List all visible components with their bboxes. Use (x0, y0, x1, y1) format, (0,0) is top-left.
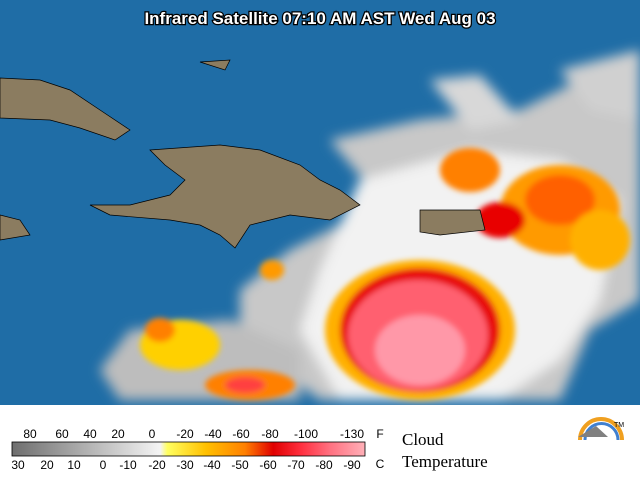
celsius-label: -30 (176, 458, 194, 472)
unit-f: F (376, 427, 383, 441)
celsius-label: -20 (148, 458, 166, 472)
legend: F C Cloud Temperature TM (0, 405, 640, 480)
celsius-label: -50 (231, 458, 249, 472)
celsius-label: 20 (40, 458, 54, 472)
unit-c: C (376, 457, 385, 471)
celsius-label: -80 (315, 458, 333, 472)
fahrenheit-label: -60 (232, 427, 250, 441)
color-bar (11, 441, 366, 457)
title: Infrared Satellite 07:10 AM AST Wed Aug … (144, 9, 495, 28)
celsius-label: -70 (287, 458, 305, 472)
fahrenheit-label: -100 (294, 427, 318, 441)
celsius-label: -40 (203, 458, 221, 472)
fahrenheit-label: 20 (111, 427, 125, 441)
land (0, 59, 486, 249)
celsius-label: -90 (343, 458, 361, 472)
celsius-label: -60 (259, 458, 277, 472)
fahrenheit-label: -130 (340, 427, 364, 441)
caption: Temperature (402, 452, 488, 471)
fahrenheit-label: 0 (149, 427, 156, 441)
logo-mark: TM (614, 422, 624, 429)
fahrenheit-label: -80 (261, 427, 279, 441)
fahrenheit-label: -40 (204, 427, 222, 441)
caption: Cloud (402, 430, 444, 449)
storm-cores (140, 148, 630, 400)
celsius-label: -10 (119, 458, 137, 472)
fahrenheit-label: -20 (176, 427, 194, 441)
celsius-label: 0 (100, 458, 107, 472)
celsius-label: 10 (67, 458, 81, 472)
logo: TM (578, 417, 624, 441)
fahrenheit-label: 40 (83, 427, 97, 441)
map-area (0, 0, 640, 405)
fahrenheit-label: 80 (23, 427, 37, 441)
celsius-label: 30 (11, 458, 25, 472)
fahrenheit-label: 60 (55, 427, 69, 441)
